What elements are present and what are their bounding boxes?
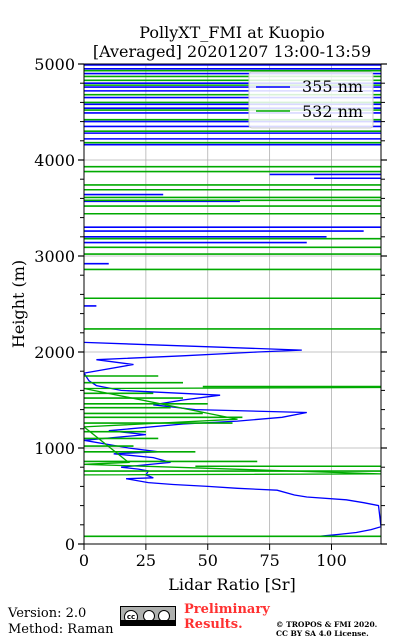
x-tick-label-50: 50 [198,551,218,570]
chart-title-line1: PollyXT_FMI at Kuopio [139,23,325,42]
x-tick-label-75: 75 [259,551,279,570]
series-group [84,64,381,538]
version-text: Version: 2.0 [8,606,87,621]
chart-title-line2: [Averaged] 20201207 13:00-13:59 [93,42,371,61]
series-355-nm-profile [84,341,381,537]
x-tick-label-100: 100 [316,551,347,570]
badge-strip [121,620,175,625]
y-tick-label-3000: 3000 [34,247,75,266]
y-tick-label-0: 0 [65,535,75,554]
copyright-notice: © TROPOS & FMI 2020. CC BY SA 4.0 Licens… [276,620,377,638]
x-tick-label-0: 0 [79,551,89,570]
preliminary-notice: Preliminary Results. [184,602,270,632]
legend-label-532: 532 nm [302,102,363,121]
y-tick-label-4000: 4000 [34,151,75,170]
plot-area [84,64,381,538]
legend: 355 nm 532 nm [248,71,374,129]
y-tick-label-1000: 1000 [34,439,75,458]
preliminary-line1: Preliminary [184,602,270,617]
preliminary-line2: Results. [184,617,243,632]
lidar-ratio-chart: PollyXT_FMI at Kuopio [Averaged] 2020120… [9,23,387,594]
y-axis-label: Height (m) [9,260,28,348]
copyright-line2: CC BY SA 4.0 License. [276,629,369,638]
legend-label-355: 355 nm [302,77,363,96]
cc-by-sa-badge: cc [120,606,176,626]
method-text: Method: Raman [8,622,114,637]
y-tick-label-2000: 2000 [34,343,75,362]
x-tick-label-25: 25 [136,551,156,570]
x-axis-label: Lidar Ratio [Sr] [168,575,296,594]
series-532-nm-profile [84,386,381,476]
y-tick-label-5000: 5000 [34,55,75,74]
legend-box [248,71,374,129]
copyright-line1: © TROPOS & FMI 2020. [276,620,378,629]
